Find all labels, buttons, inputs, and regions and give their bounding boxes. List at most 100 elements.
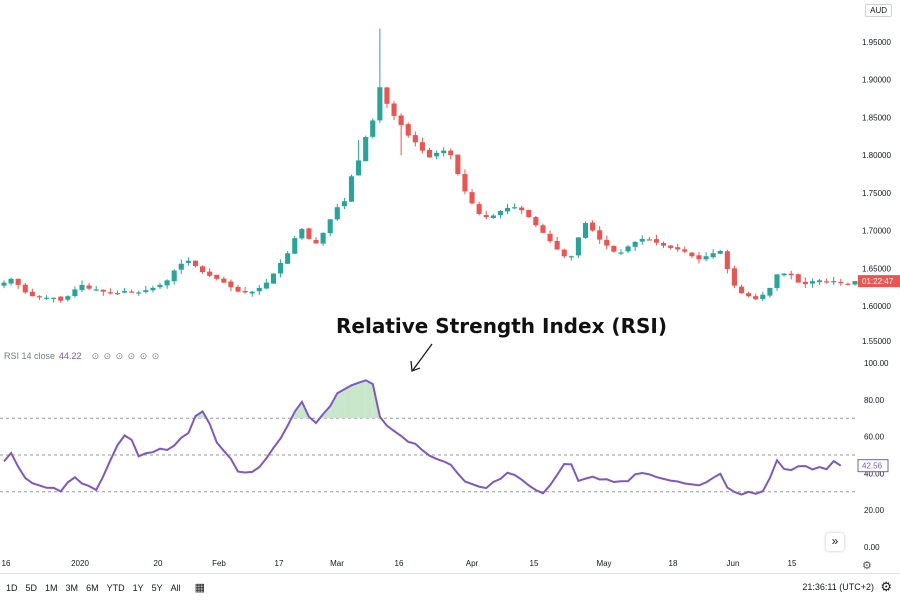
candle-body <box>185 260 191 263</box>
candle-body <box>604 239 610 246</box>
candle-body <box>398 115 404 125</box>
candle-body <box>93 289 99 291</box>
candle-body <box>781 273 787 276</box>
rsi-tick-label: 0.00 <box>864 543 880 552</box>
candle-body <box>270 273 277 284</box>
rsi-line-path <box>3 379 842 496</box>
rsi-legend-actions[interactable]: ⊙ ⊙ ⊙ ⊙ ⊙ ⊙ <box>91 351 161 361</box>
candle-body <box>43 297 50 299</box>
candle-body <box>788 273 794 276</box>
candle-body <box>575 237 581 256</box>
rsi-tick-label: 40.00 <box>864 469 885 478</box>
price-tick-label: 1.65000 <box>862 264 891 273</box>
candle-body <box>504 207 511 212</box>
candle-body <box>136 292 142 294</box>
timeframe-button[interactable]: 5D <box>25 583 38 593</box>
currency-badge[interactable]: AUD <box>865 4 892 17</box>
candle-body <box>256 287 262 292</box>
candle-body <box>774 274 780 288</box>
candle-body <box>334 207 340 220</box>
price-tick-label: 1.85000 <box>862 113 891 122</box>
candle-body <box>122 290 128 293</box>
candle-body <box>150 287 156 291</box>
annotation-label: Relative Strength Index (RSI) <box>336 314 667 338</box>
candle-body <box>582 223 589 238</box>
time-tick-label: Feb <box>212 559 226 568</box>
bottom-toolbar: 1D 5D 1M 3M 6M YTD 1Y 5Y All ▦ 21:36:11 (UTC+2) ⚙ <box>0 573 900 601</box>
candle-body <box>590 222 596 231</box>
time-tick-label: 17 <box>275 559 284 568</box>
candle-body <box>370 120 376 137</box>
calendar-icon[interactable]: ▦ <box>194 582 206 594</box>
candle-body <box>391 103 397 116</box>
timeframe-button[interactable]: YTD <box>106 583 125 593</box>
candle-body <box>462 174 468 192</box>
candle-body <box>653 239 659 243</box>
candle-body <box>611 245 617 252</box>
candle-body <box>809 281 816 284</box>
candle-body <box>547 233 553 242</box>
chart-canvas[interactable]: 1.60000 1.65000 1.70000 1.75000 1.80000 1.850… <box>0 0 900 572</box>
timeframe-button[interactable]: 1M <box>45 583 58 593</box>
timeframe-button[interactable]: 3M <box>65 583 79 593</box>
candle-body <box>129 291 135 293</box>
candle-body <box>299 229 305 239</box>
candle-body <box>29 291 35 297</box>
candle-body <box>646 239 652 241</box>
rsi-overbought-fill <box>194 380 382 419</box>
candle-body <box>675 247 681 250</box>
candle-body <box>717 250 723 254</box>
candle-body <box>1 282 7 286</box>
candlestick-series <box>1 28 858 303</box>
rsi-last-value-label: 42.56 <box>862 462 883 471</box>
candle-body <box>682 249 688 252</box>
candle-body <box>320 232 326 244</box>
candle-body <box>178 263 184 270</box>
candle-body <box>668 245 674 248</box>
candle-body <box>753 296 759 300</box>
candle-body <box>802 281 808 285</box>
timeframe-button[interactable]: 6M <box>86 583 99 593</box>
candle-body <box>455 154 461 174</box>
scroll-to-realtime-button[interactable]: » <box>826 533 844 551</box>
price-tick-label: 1.80000 <box>862 151 891 160</box>
candle-body <box>313 239 319 244</box>
clock: 21:36:11 (UTC+2) <box>802 582 874 592</box>
timeframe-button[interactable]: All <box>170 583 181 593</box>
candle-body <box>377 87 383 121</box>
candle-body <box>263 282 269 289</box>
candle-body <box>483 215 489 217</box>
timeframe-button[interactable]: 5Y <box>151 583 163 593</box>
candle-body <box>448 150 454 156</box>
candle-body <box>363 137 369 162</box>
rsi-fill-segment <box>330 393 338 419</box>
candle-body <box>22 284 28 293</box>
candle-body <box>405 124 411 136</box>
candle-body <box>58 296 64 301</box>
candle-body <box>51 297 57 299</box>
candle-body <box>845 283 851 285</box>
settings-icon[interactable]: ⚙ <box>880 579 892 594</box>
candle-body <box>632 241 638 247</box>
candle-body <box>384 87 390 104</box>
candle-body <box>625 246 631 252</box>
rsi-fill-segment <box>358 380 366 419</box>
candle-body <box>285 253 291 264</box>
candle-body <box>767 287 773 296</box>
candle-body <box>214 274 220 279</box>
annotation-arrow <box>410 343 433 372</box>
timeframe-button[interactable]: 1D <box>6 583 18 593</box>
timeframe-button[interactable]: 1Y <box>132 583 144 593</box>
candle-body <box>228 281 234 288</box>
candle-body <box>278 263 284 274</box>
candle-body <box>526 210 532 217</box>
rsi-fill-segment <box>365 380 373 419</box>
axis-settings-icon[interactable]: ⚙ <box>862 560 872 572</box>
time-tick-label: 18 <box>669 559 678 568</box>
candle-body <box>426 149 433 158</box>
candle-body <box>469 192 475 204</box>
candle-body <box>36 296 43 298</box>
time-tick-label: 20 <box>154 559 163 568</box>
rsi-line <box>3 379 842 496</box>
rsi-tick-label: 60.00 <box>864 433 885 442</box>
